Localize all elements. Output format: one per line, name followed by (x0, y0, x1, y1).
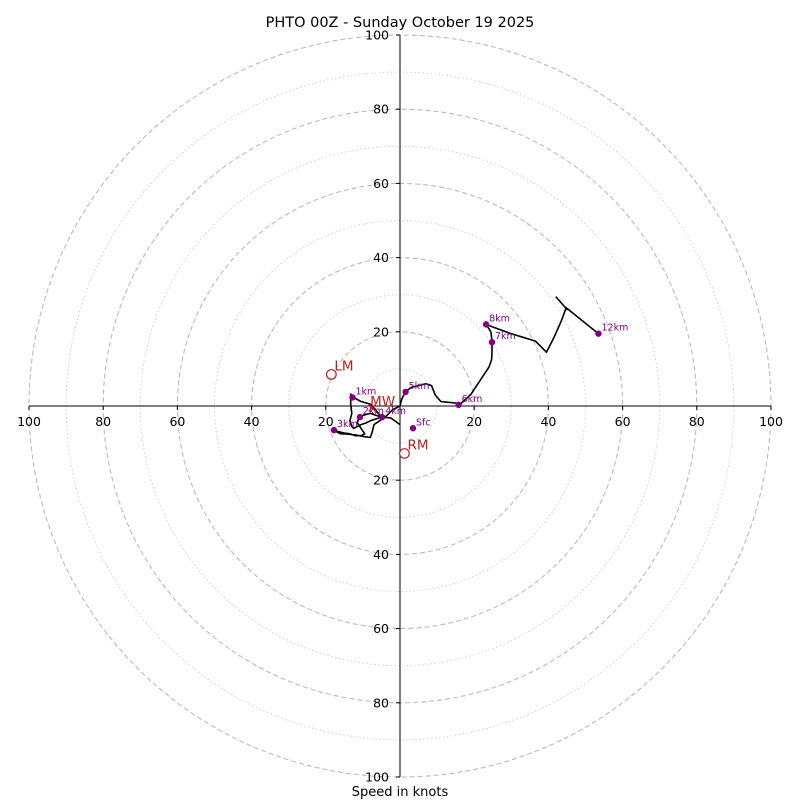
height-marker-3km: 3km (330, 419, 358, 434)
height-marker-6km: 6km (455, 394, 483, 409)
height-marker-dot (349, 394, 356, 401)
height-marker-8km: 8km (482, 313, 510, 328)
storm-motion-lm: LM (325, 358, 354, 380)
storm-motion-layer: LM RM MW (325, 358, 428, 459)
x-tick-label: 80 (689, 414, 705, 429)
height-marker-dot (409, 425, 417, 432)
height-marker-label: 12km (601, 323, 628, 334)
storm-motion-marker (368, 403, 377, 412)
y-tick-label: 60 (373, 621, 389, 636)
x-tick-label: 60 (169, 414, 185, 429)
y-tick-label: 60 (373, 176, 389, 191)
x-tick-label: 100 (17, 414, 41, 429)
height-marker-label: Sfc (416, 417, 431, 428)
y-tick-label: 100 (365, 28, 389, 43)
x-tick-label: 20 (318, 414, 334, 429)
x-tick-label: 40 (244, 414, 260, 429)
x-tick-label: 80 (95, 414, 111, 429)
height-marker-label: 7km (495, 331, 516, 342)
y-tick-label: 80 (373, 102, 389, 117)
storm-motion-marker (399, 448, 410, 459)
y-tick-label: 20 (373, 473, 389, 488)
height-marker-dot (488, 338, 496, 346)
y-tick-label: 20 (373, 324, 389, 339)
height-marker-7km: 7km (488, 331, 516, 346)
height-marker-label: 6km (462, 394, 483, 405)
y-tick-label: 100 (365, 770, 389, 785)
height-marker-dot (455, 401, 462, 409)
storm-motion-mw: MW (368, 394, 395, 412)
x-tick-label: 40 (540, 414, 556, 429)
height-marker-dot (482, 321, 490, 328)
height-marker-5km: 5km (402, 381, 430, 396)
x-axis-label: Speed in knots (352, 785, 449, 800)
x-tick-label: 100 (759, 414, 783, 429)
height-marker-dot (330, 426, 338, 434)
height-marker-dot (595, 330, 602, 337)
storm-motion-label: MW (370, 394, 395, 410)
height-marker-label: 5km (409, 381, 430, 392)
height-marker-4km: 4km (378, 406, 406, 421)
height-marker-sfc: Sfc (409, 417, 431, 432)
height-marker-1km: 1km (349, 386, 377, 401)
storm-motion-marker (325, 369, 337, 380)
storm-motion-rm: RM (399, 437, 428, 459)
y-tick-label: 40 (373, 547, 389, 562)
height-marker-label: 1km (356, 386, 377, 397)
height-marker-dot (378, 413, 386, 421)
height-marker-2km: 2km (356, 406, 384, 421)
storm-motion-label: LM (334, 358, 353, 374)
height-marker-label: 2km (363, 406, 384, 417)
height-marker-label: 4km (385, 406, 406, 417)
tick-labels: 100 80 60 40 20 20 40 60 80 100 100 80 60 40 20 20 40 60 8… (17, 28, 783, 785)
height-marker-12km: 12km (595, 323, 628, 337)
height-marker-dot (356, 413, 364, 421)
y-tick-label: 80 (373, 695, 389, 710)
x-tick-label: 20 (466, 414, 482, 429)
height-marker-dot (402, 388, 409, 396)
height-marker-label: 3km (337, 419, 358, 430)
height-marker-layer: Sfc 1km 2km 3km 4km 5km 6km 7km 8km 12km (330, 313, 628, 434)
chart-title: PHTO 00Z - Sunday October 19 2025 (266, 15, 535, 31)
x-tick-label: 60 (615, 414, 631, 429)
storm-motion-label: RM (407, 437, 428, 453)
height-marker-label: 8km (489, 313, 510, 324)
y-tick-label: 40 (373, 250, 389, 265)
